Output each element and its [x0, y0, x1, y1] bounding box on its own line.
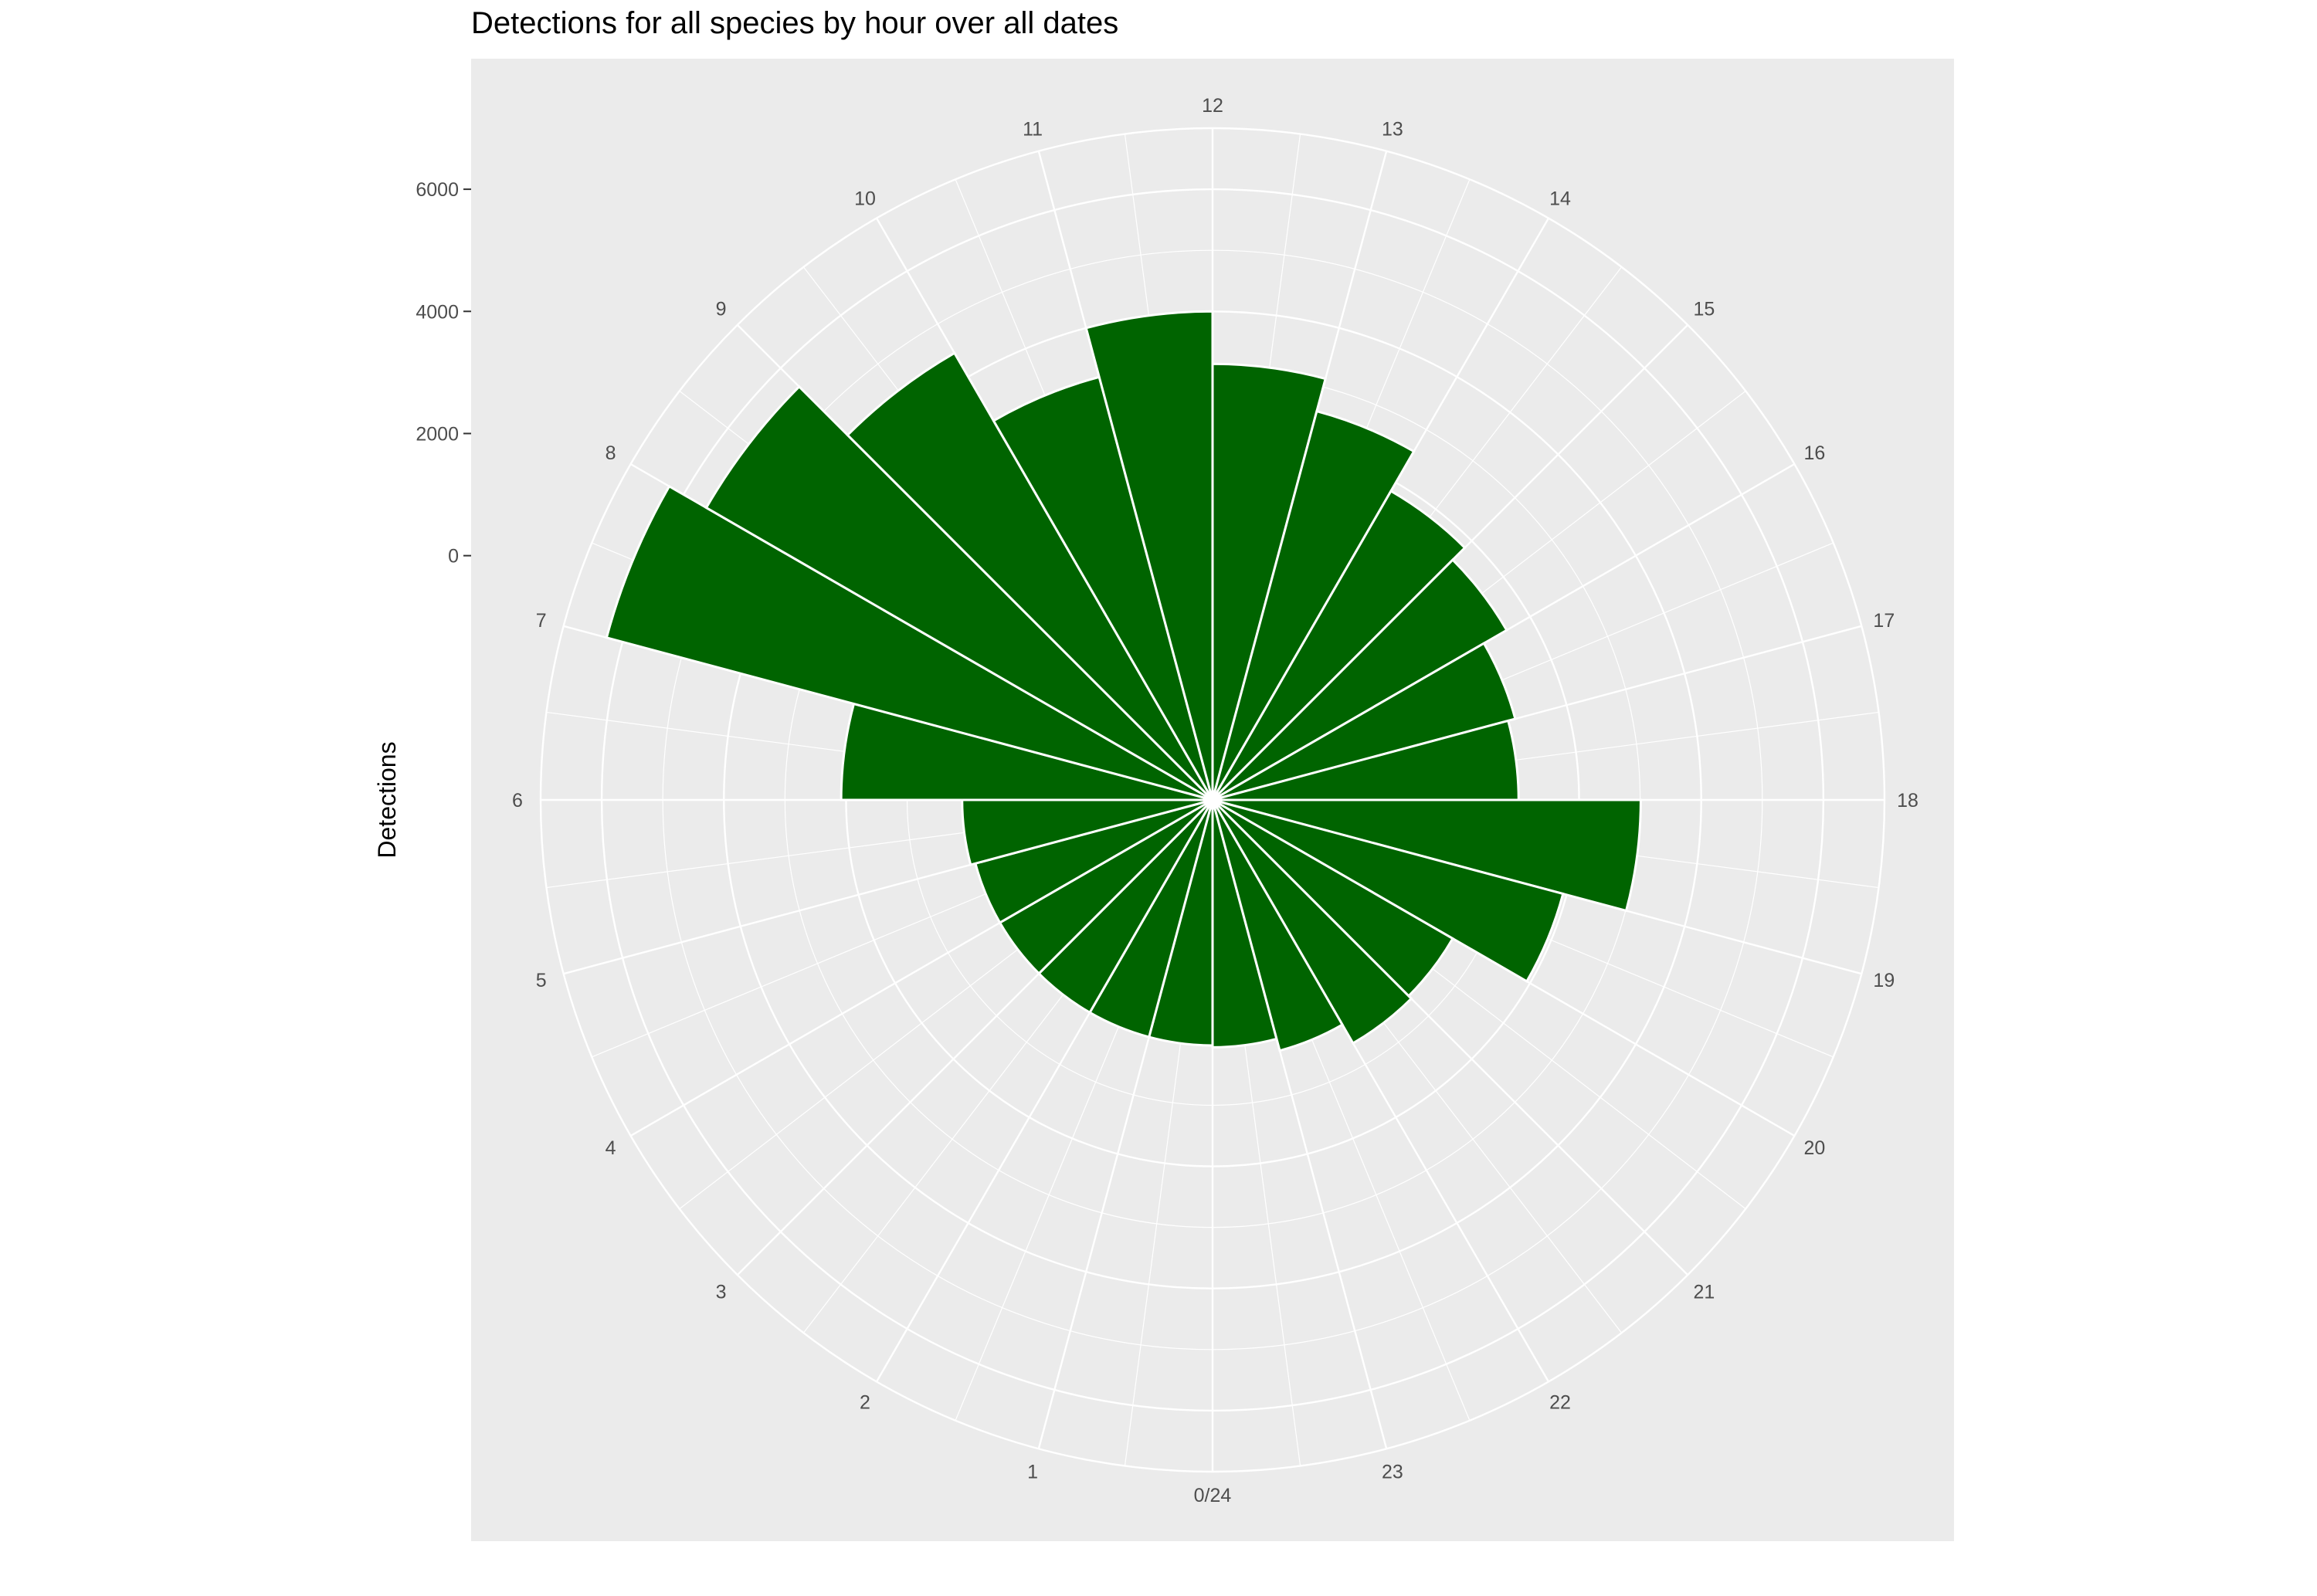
angle-tick-label: 0/24	[1194, 1485, 1232, 1506]
angle-tick-label: 18	[1897, 790, 1918, 812]
bar-hour-9	[704, 385, 1214, 801]
r-axis-layer: 0 2000 4000 6000	[416, 179, 471, 568]
angle-tick-label: 13	[1382, 119, 1403, 141]
angle-tick-label: 3	[716, 1281, 727, 1303]
angle-tick-label: 10	[854, 188, 876, 210]
angle-label-layer: 0/24123456789101112131415161718192021222…	[512, 95, 1918, 1506]
bar-hour-10	[846, 351, 1214, 801]
angle-tick-label: 4	[606, 1137, 616, 1159]
angle-tick-label: 22	[1549, 1391, 1571, 1413]
angle-tick-label: 19	[1873, 970, 1895, 991]
angle-tick-label: 11	[1023, 119, 1043, 141]
angle-tick-label: 15	[1693, 299, 1715, 320]
y-tick-label: 6000	[416, 179, 459, 201]
chart-title: Detections for all species by hour over …	[471, 6, 1119, 40]
bar-hour-22	[1211, 798, 1413, 1045]
bar-hour-16	[1211, 557, 1508, 801]
bar-hour-20	[1212, 798, 1565, 983]
angle-tick-label: 6	[512, 790, 523, 812]
y-tick-label: 4000	[416, 301, 459, 323]
bar-hour-17	[1212, 642, 1517, 801]
angle-tick-label: 8	[606, 442, 616, 464]
bar-hour-8	[605, 484, 1213, 801]
angle-tick-label: 14	[1549, 188, 1571, 210]
angle-tick-label: 2	[860, 1391, 870, 1413]
y-tick-label: 0	[448, 546, 459, 568]
angle-tick-label: 1	[1027, 1461, 1038, 1482]
angle-tick-label: 23	[1382, 1461, 1403, 1482]
bar-layer	[605, 310, 1642, 1052]
angle-tick-label: 17	[1873, 610, 1895, 632]
bar-hour-15	[1211, 489, 1467, 801]
angle-tick-label: 7	[536, 610, 547, 632]
angle-tick-label: 5	[536, 970, 547, 991]
bar-hour-12	[1084, 310, 1214, 801]
angle-tick-label: 16	[1804, 442, 1826, 464]
angle-tick-label: 20	[1804, 1137, 1826, 1159]
bar-hour-23	[1211, 799, 1345, 1052]
y-axis-title: Detections	[373, 741, 401, 858]
y-tick-label: 2000	[416, 423, 459, 445]
angle-tick-label: 12	[1202, 95, 1223, 117]
bar-hour-14	[1211, 409, 1416, 801]
angle-tick-label: 21	[1693, 1281, 1715, 1303]
angle-tick-label: 9	[716, 299, 727, 320]
